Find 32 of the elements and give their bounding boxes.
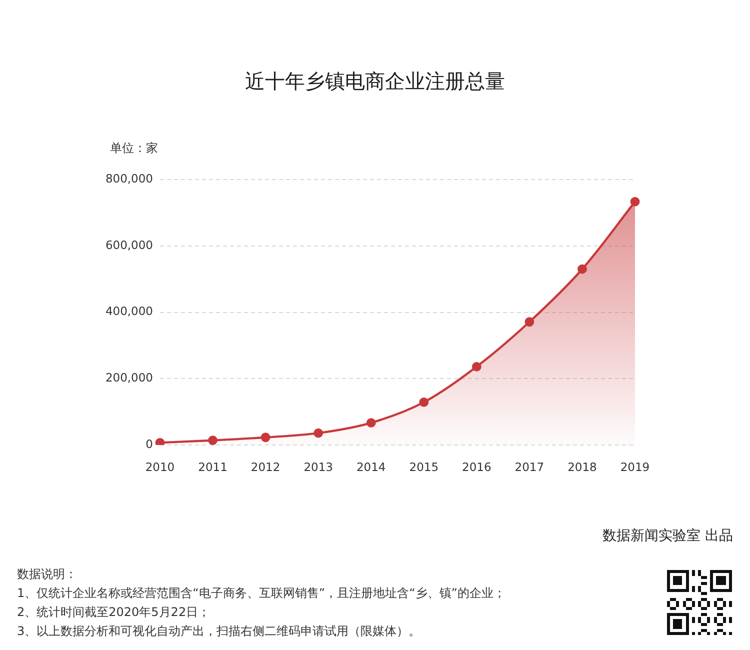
y-tick-label: 200,000 [105, 370, 153, 385]
x-tick-label: 2015 [409, 460, 439, 474]
y-tick-label: 600,000 [105, 238, 153, 252]
point [578, 264, 587, 274]
text: 2、统计时间截至2020年5月22日； [17, 604, 212, 621]
text: 数据新闻实验室 出品 [602, 527, 733, 545]
x-tick-label: 2019 [620, 460, 650, 474]
x-tick-label: 2017 [514, 460, 544, 474]
point [524, 317, 534, 327]
point [630, 197, 640, 206]
text: 数据说明： [17, 566, 78, 583]
y-tick-label: 800,000 [105, 171, 153, 186]
point [208, 436, 218, 445]
point [472, 362, 482, 372]
x-tick-label: 2014 [356, 460, 386, 474]
y-tick-label: 400,000 [105, 304, 153, 318]
point [155, 438, 165, 445]
y-tick-label: 0 [146, 436, 153, 451]
y-axis-title: 单位：家 [110, 140, 158, 157]
x-tick-label: 2018 [568, 460, 597, 474]
x-tick-label: 2016 [462, 460, 492, 474]
x-tick-label: 2010 [145, 460, 175, 474]
point [260, 432, 270, 442]
point [314, 428, 324, 438]
x-tick-label: 2013 [304, 460, 333, 474]
text: 1、仅统计企业名称或经营范围含“电子商务、互联网销售”，且注册地址含“乡、镇”的企业； [17, 585, 506, 602]
chart-title: 近十年乡镇电商企业注册总量 [244, 68, 506, 95]
point [366, 418, 376, 428]
point [419, 397, 429, 407]
text: 3、以上数据分析和可视化自动产出，扫描右侧二维码申请试用（限媒体）。 [17, 623, 422, 640]
x-tick-label: 2012 [250, 460, 280, 474]
x-tick-label: 2011 [198, 460, 228, 474]
